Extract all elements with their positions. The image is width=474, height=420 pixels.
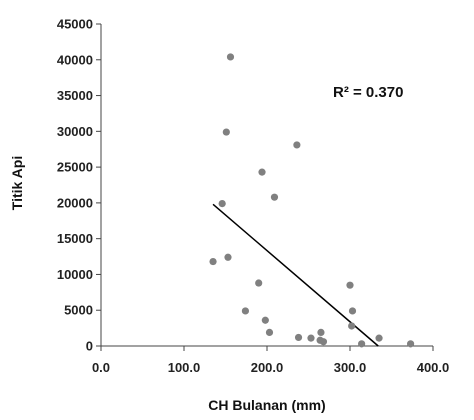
data-point: [375, 334, 383, 342]
data-point: [255, 279, 263, 287]
y-tick-label: 30000: [57, 124, 93, 139]
data-points: [209, 53, 415, 348]
x-axis-ticks: 0.0 100.0 200.0 300.0 400.0: [92, 346, 449, 375]
data-point: [218, 200, 226, 208]
y-tick-label: 0: [86, 339, 93, 354]
data-point: [270, 193, 279, 201]
data-point: [226, 53, 235, 61]
data-point: [317, 328, 325, 337]
x-axis-title: CH Bulanan (mm): [208, 397, 325, 413]
y-tick-label: 35000: [57, 88, 93, 103]
y-tick-label: 5000: [64, 303, 93, 318]
y-tick-label: 10000: [57, 267, 93, 282]
data-point: [294, 333, 303, 342]
x-tick-label: 300.0: [334, 360, 367, 375]
x-tick-label: 400.0: [417, 360, 450, 375]
x-tick-label: 100.0: [168, 360, 201, 375]
data-point: [358, 340, 366, 348]
data-point: [307, 334, 315, 342]
data-point: [224, 253, 232, 261]
data-point: [209, 257, 217, 266]
y-tick-label: 25000: [57, 160, 93, 175]
x-tick-label: 0.0: [92, 360, 110, 375]
data-point: [261, 316, 269, 324]
y-tick-label: 20000: [57, 195, 93, 210]
x-tick-label: 200.0: [251, 360, 284, 375]
data-point: [258, 168, 266, 176]
y-axis-title: Titik Api: [9, 156, 25, 210]
data-point: [241, 307, 250, 315]
data-point: [346, 281, 354, 289]
data-point: [348, 322, 356, 330]
y-tick-label: 45000: [57, 17, 93, 32]
data-point: [265, 328, 274, 337]
data-point: [406, 340, 415, 348]
data-point: [319, 338, 328, 346]
data-point: [222, 128, 230, 136]
trendline: [212, 203, 379, 347]
data-point: [348, 307, 357, 315]
data-point: [293, 141, 301, 149]
y-tick-label: 15000: [57, 231, 93, 246]
y-axis-ticks: 0 5000 10000 15000 20000 25000 30000 35000 40000…: [57, 17, 101, 354]
r-squared-annotation: R² = 0.370: [333, 84, 403, 101]
y-tick-label: 40000: [57, 52, 93, 67]
